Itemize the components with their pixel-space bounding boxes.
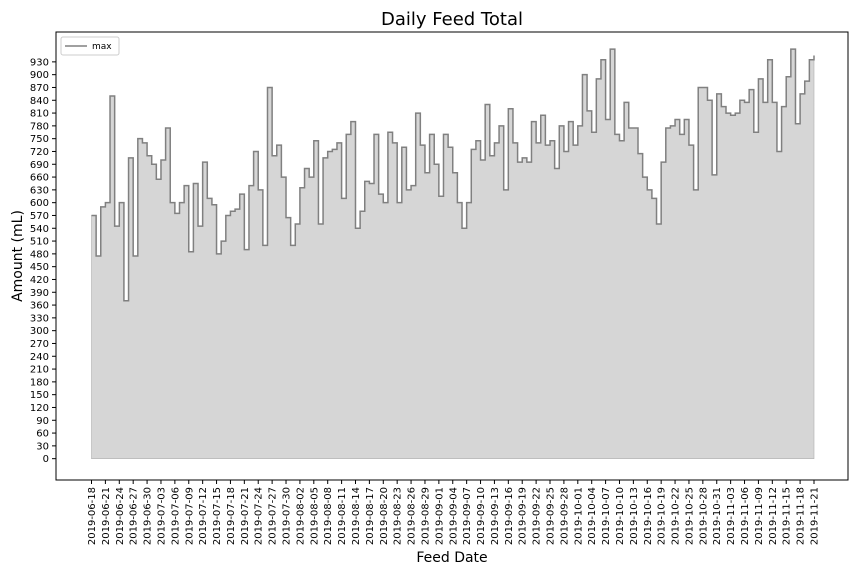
legend: max bbox=[60, 36, 120, 56]
x-tick-label: 2019-07-21 bbox=[240, 487, 251, 545]
y-tick-label: 750 bbox=[30, 134, 49, 145]
x-tick-label: 2019-10-10 bbox=[615, 487, 626, 545]
x-tick-label: 2019-09-22 bbox=[532, 487, 543, 545]
x-tick-label: 2019-11-03 bbox=[726, 487, 737, 545]
x-tick-label: 2019-08-14 bbox=[351, 487, 362, 545]
x-tick-label: 2019-11-12 bbox=[768, 487, 779, 545]
y-tick-label: 870 bbox=[30, 83, 49, 94]
x-tick-label: 2019-10-16 bbox=[643, 487, 654, 545]
x-tick-label: 2019-07-18 bbox=[226, 487, 237, 545]
y-tick-label: 720 bbox=[30, 147, 49, 158]
y-tick-label: 810 bbox=[30, 109, 49, 120]
x-tick-label: 2019-09-25 bbox=[546, 487, 557, 545]
x-tick-label: 2019-08-23 bbox=[393, 487, 404, 545]
x-tick-label: 2019-10-19 bbox=[657, 487, 668, 545]
y-tick-label: 330 bbox=[30, 313, 49, 324]
x-tick-label: 2019-10-04 bbox=[587, 487, 598, 545]
x-tick-label: 2019-07-12 bbox=[198, 487, 209, 545]
y-tick-label: 390 bbox=[30, 288, 49, 299]
x-tick-label: 2019-10-01 bbox=[573, 487, 584, 545]
legend-label: max bbox=[92, 42, 112, 52]
y-axis-label: Amount (mL) bbox=[10, 210, 26, 302]
chart-title: Daily Feed Total bbox=[381, 9, 523, 30]
x-tick-label: 2019-09-13 bbox=[490, 487, 501, 545]
y-tick-label: 60 bbox=[36, 429, 49, 440]
x-tick-label: 2019-08-05 bbox=[309, 487, 320, 545]
y-tick-label: 210 bbox=[30, 365, 49, 376]
y-tick-label: 480 bbox=[30, 249, 49, 260]
x-tick-label: 2019-08-20 bbox=[379, 487, 390, 545]
x-tick-label: 2019-10-25 bbox=[684, 487, 695, 545]
y-tick-label: 570 bbox=[30, 211, 49, 222]
x-axis: 2019-06-18 2019-06-21 2019-06-24 2019-06-27… bbox=[87, 480, 821, 545]
y-tick-label: 780 bbox=[30, 121, 49, 132]
y-tick-label: 90 bbox=[36, 416, 49, 427]
x-tick-label: 2019-07-27 bbox=[268, 487, 279, 545]
x-tick-label: 2019-11-06 bbox=[740, 487, 751, 545]
x-tick-label: 2019-06-21 bbox=[101, 487, 112, 545]
y-tick-label: 420 bbox=[30, 275, 49, 286]
x-tick-label: 2019-10-13 bbox=[629, 487, 640, 545]
y-tick-label: 630 bbox=[30, 185, 49, 196]
x-tick-label: 2019-06-24 bbox=[115, 487, 126, 545]
y-tick-label: 690 bbox=[30, 160, 49, 171]
x-tick-label: 2019-06-27 bbox=[129, 487, 140, 545]
x-tick-label: 2019-10-07 bbox=[601, 487, 612, 545]
y-tick-label: 450 bbox=[30, 262, 49, 273]
y-tick-label: 240 bbox=[30, 352, 49, 363]
x-tick-label: 2019-09-28 bbox=[559, 487, 570, 545]
x-tick-label: 2019-09-04 bbox=[448, 487, 459, 545]
x-tick-label: 2019-07-03 bbox=[156, 487, 167, 545]
y-tick-label: 150 bbox=[30, 390, 49, 401]
plot-area bbox=[91, 48, 815, 459]
x-tick-label: 2019-10-28 bbox=[698, 487, 709, 545]
x-tick-label: 2019-08-11 bbox=[337, 487, 348, 545]
y-tick-label: 180 bbox=[30, 377, 49, 388]
x-tick-label: 2019-07-30 bbox=[282, 487, 293, 545]
y-tick-label: 510 bbox=[30, 237, 49, 248]
x-tick-label: 2019-08-02 bbox=[295, 487, 306, 545]
series-step-line bbox=[91, 48, 815, 302]
y-tick-label: 600 bbox=[30, 198, 49, 209]
x-tick-label: 2019-10-31 bbox=[712, 487, 723, 545]
y-tick-label: 120 bbox=[30, 403, 49, 414]
x-tick-label: 2019-06-18 bbox=[87, 487, 98, 545]
x-tick-label: 2019-08-17 bbox=[365, 487, 376, 545]
x-tick-label: 2019-08-26 bbox=[407, 487, 418, 545]
legend-box bbox=[60, 36, 120, 56]
x-axis-label: Feed Date bbox=[416, 550, 487, 566]
x-tick-label: 2019-11-09 bbox=[754, 487, 765, 545]
x-tick-label: 2019-08-08 bbox=[323, 487, 334, 545]
x-tick-label: 2019-11-15 bbox=[782, 487, 793, 545]
x-tick-label: 2019-09-07 bbox=[462, 487, 473, 545]
x-tick-label: 2019-08-29 bbox=[420, 487, 431, 545]
y-tick-label: 840 bbox=[30, 96, 49, 107]
y-tick-label: 30 bbox=[36, 441, 49, 452]
x-tick-label: 2019-07-15 bbox=[212, 487, 223, 545]
y-tick-label: 660 bbox=[30, 173, 49, 184]
x-tick-label: 2019-10-22 bbox=[671, 487, 682, 545]
y-tick-label: 270 bbox=[30, 339, 49, 350]
y-tick-label: 930 bbox=[30, 57, 49, 68]
x-tick-label: 2019-11-21 bbox=[810, 487, 821, 545]
x-tick-label: 2019-11-18 bbox=[796, 487, 807, 545]
x-tick-label: 2019-07-06 bbox=[170, 487, 181, 545]
y-tick-label: 540 bbox=[30, 224, 49, 235]
x-tick-label: 2019-09-19 bbox=[518, 487, 529, 545]
y-tick-label: 0 bbox=[43, 454, 49, 465]
x-tick-label: 2019-09-10 bbox=[476, 487, 487, 545]
y-tick-label: 360 bbox=[30, 301, 49, 312]
plot-frame bbox=[55, 31, 849, 481]
x-tick-label: 2019-07-24 bbox=[254, 487, 265, 545]
x-tick-label: 2019-07-09 bbox=[184, 487, 195, 545]
x-tick-label: 2019-09-01 bbox=[434, 487, 445, 545]
x-tick-label: 2019-09-16 bbox=[504, 487, 515, 545]
y-tick-label: 300 bbox=[30, 326, 49, 337]
x-tick-label: 2019-06-30 bbox=[143, 487, 154, 545]
y-tick-label: 900 bbox=[30, 70, 49, 81]
